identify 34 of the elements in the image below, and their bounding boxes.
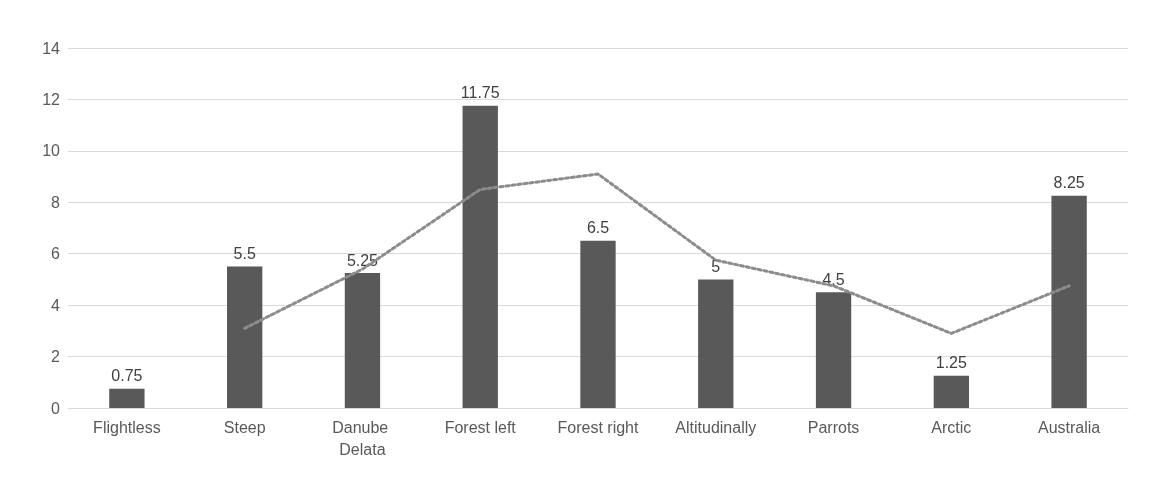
bar [344,273,381,408]
bar [1051,195,1087,408]
bar [580,240,616,408]
x-tick-label: Forest right [557,418,640,436]
data-label: 11.75 [460,84,500,102]
y-tick-label: 8 [51,193,61,211]
x-tick-label: Arctic [931,418,972,436]
bar [462,105,498,408]
x-tick-label: Danube Delata [332,418,393,458]
x-tick-label: Flightless [93,418,161,436]
y-tick-label: 6 [51,245,61,263]
x-tick-label: Forest left [444,418,517,436]
y-tick-label: 14 [42,39,61,57]
y-tick-label: 4 [51,296,61,314]
data-label: 5.5 [233,245,256,263]
y-tick-label: 2 [51,348,61,366]
y-tick-label: 10 [42,142,61,160]
data-label: 8.25 [1053,174,1085,192]
bar [109,388,145,408]
x-tick-label: Parrots [807,418,860,436]
x-tick-label: Australia [1037,418,1101,436]
data-label: 6.5 [586,219,610,237]
y-tick-label: 12 [42,90,61,108]
y-tick-label: 0 [51,399,61,417]
data-label: 4.5 [822,270,845,288]
x-tick-label: Steep [223,418,266,436]
data-label: 0.75 [111,367,143,385]
x-tick-label: Altitudinally [675,418,757,436]
bar [815,292,852,408]
data-label: 1.25 [935,354,968,372]
bar [933,375,969,408]
bar [227,266,263,408]
bar [698,279,734,408]
data-label: 5.25 [346,251,379,269]
